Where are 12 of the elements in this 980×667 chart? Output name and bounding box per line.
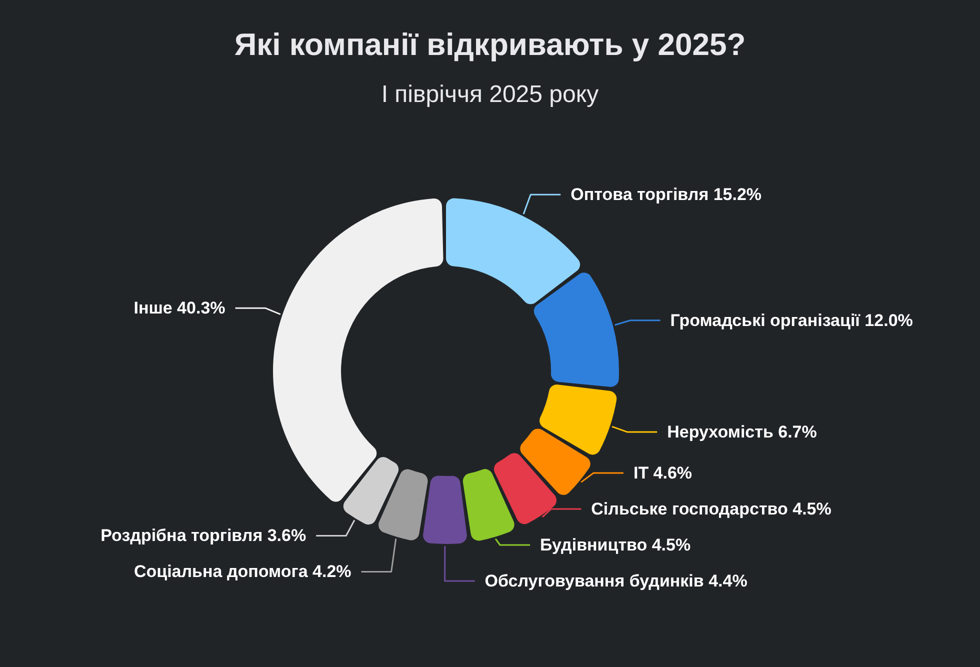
slice-label: Обслуговування будинків 4.4%: [484, 572, 748, 590]
slice-label: Інше 40.3%: [134, 298, 226, 318]
slice-label: Будівництво 4.5%: [540, 536, 691, 554]
slice-label: Нерухомість 6.7%: [667, 422, 817, 442]
slice-label: Сільське господарство 4.5%: [591, 500, 832, 518]
slice-label: IT 4.6%: [633, 464, 692, 482]
chart-subtitle: І півріччя 2025 року: [380, 80, 600, 110]
slice-label: Роздрібна торгівля 3.6%: [100, 526, 306, 546]
slice-label: Громадські організації 12.0%: [670, 310, 913, 330]
chart-title: Які компанії відкривають у 2025?: [233, 26, 747, 64]
slice-label: Оптова торгівля 15.2%: [570, 185, 762, 204]
slice-label: Соціальна допомога 4.2%: [134, 562, 352, 582]
